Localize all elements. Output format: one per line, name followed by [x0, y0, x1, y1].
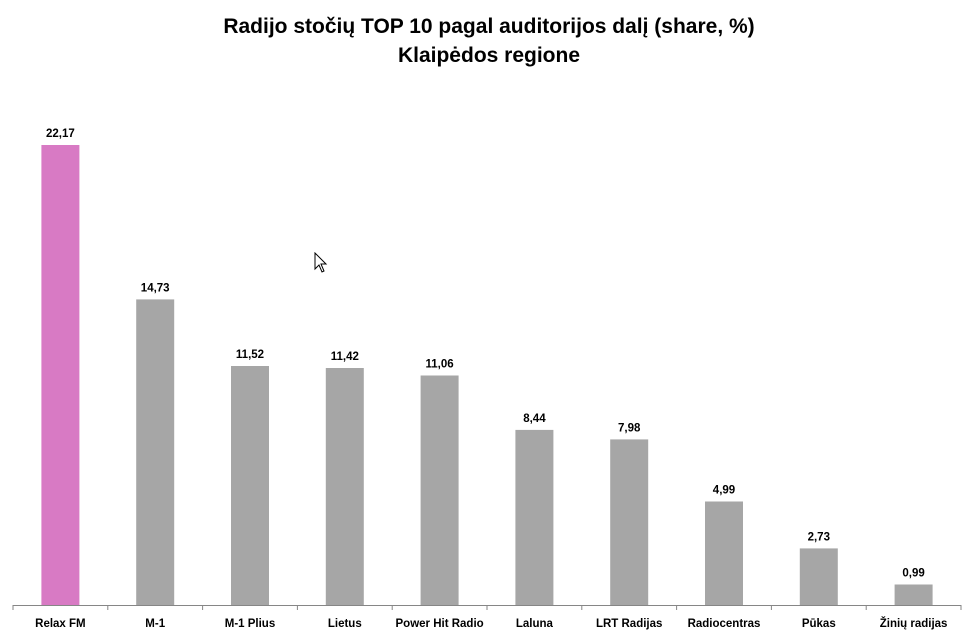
value-label-9: 0,99	[902, 568, 924, 580]
category-label-2: M-1 Plius	[225, 618, 275, 630]
category-label-5: Laluna	[516, 618, 554, 630]
bar-7	[705, 501, 743, 605]
category-label-6: LRT Radijas	[596, 618, 662, 630]
value-label-0: 22,17	[46, 128, 75, 140]
value-label-3: 11,42	[331, 351, 359, 363]
bar-9	[894, 584, 933, 605]
category-label-1: M-1	[145, 618, 165, 630]
category-label-0: Relax FM	[35, 618, 86, 630]
value-label-2: 11,52	[236, 349, 264, 361]
category-label-3: Lietus	[328, 618, 362, 630]
bar-3	[325, 368, 364, 605]
bar-4	[420, 375, 459, 605]
category-label-8: Pūkas	[802, 618, 836, 630]
category-label-4: Power Hit Radio	[396, 618, 484, 630]
bar-8	[799, 548, 838, 605]
chart-subtitle: Klaipėdos regione	[397, 44, 581, 67]
value-label-6: 7,98	[618, 422, 641, 434]
bar-1	[136, 299, 175, 605]
category-label-7: Radiocentras	[688, 618, 761, 630]
mouse-cursor-icon	[314, 252, 328, 273]
bar-5	[515, 429, 554, 605]
value-label-4: 11,06	[426, 359, 454, 371]
bar-0	[41, 145, 80, 605]
chart-title: Radijo stočių TOP 10 pagal auditorijos d…	[223, 15, 755, 38]
bar-6	[610, 439, 649, 605]
bar-2	[231, 366, 269, 605]
value-label-1: 14,73	[141, 282, 170, 294]
value-label-7: 4,99	[713, 485, 735, 497]
category-label-9: Žinių radijas	[880, 617, 948, 630]
chart-title-block: Radijo stočių TOP 10 pagal auditorijos d…	[0, 12, 978, 70]
value-label-5: 8,44	[523, 413, 546, 425]
value-label-8: 2,73	[808, 531, 830, 543]
